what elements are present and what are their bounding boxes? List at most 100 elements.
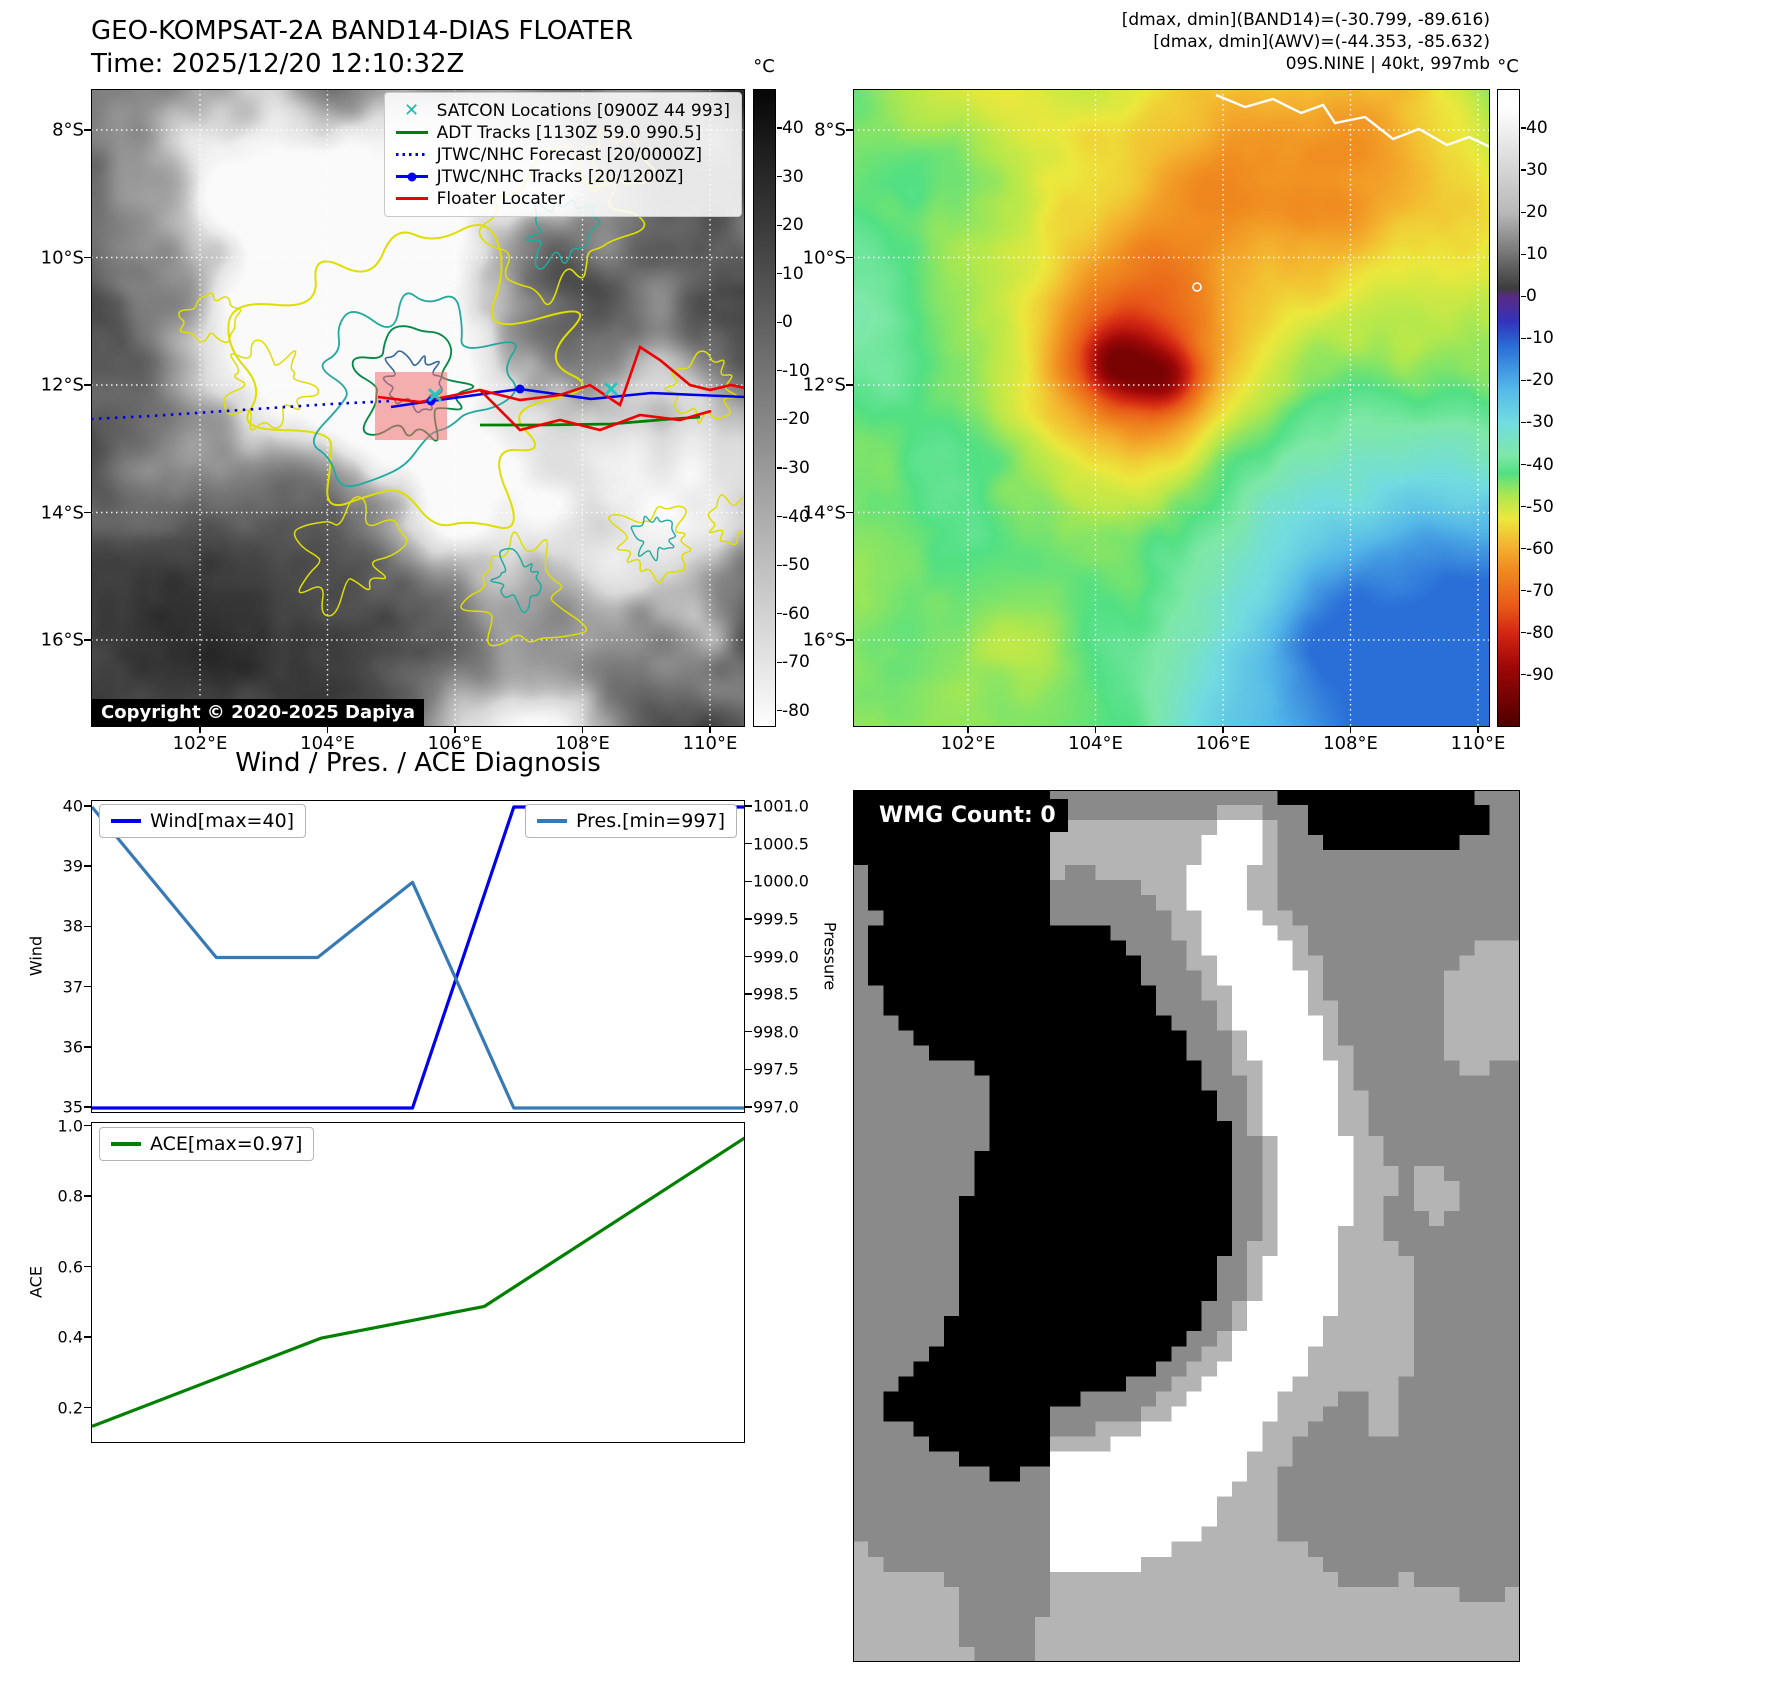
tick-mark xyxy=(84,865,91,867)
tick-label: -90 xyxy=(1526,664,1554,685)
legend-label: Wind[max=40] xyxy=(150,810,295,832)
tick-label: 106°E xyxy=(1195,733,1251,754)
tick-label: 40 xyxy=(782,118,804,138)
tick-label: 12°S xyxy=(802,374,846,396)
band14-title: GEO-KOMPSAT-2A BAND14-DIAS FLOATER xyxy=(91,16,634,46)
tick-mark xyxy=(84,511,91,514)
legend-label: SATCON Locations [0900Z 44 993] xyxy=(436,100,730,121)
tick-mark xyxy=(84,805,91,807)
legend-item-jtwc-forecast: JTWC/NHC Forecast [20/0000Z] xyxy=(395,144,730,165)
legend-label: JTWC/NHC Forecast [20/0000Z] xyxy=(436,144,703,165)
tick-mark xyxy=(84,1046,91,1048)
dmax-band14-readout: [dmax, dmin](BAND14)=(-30.799, -89.616) xyxy=(1121,10,1490,30)
copyright-label: Copyright © 2020-2025 Dapiya xyxy=(92,699,425,726)
tick-label: -80 xyxy=(782,700,810,721)
tick-label: 1000.0 xyxy=(753,871,809,891)
tick-mark xyxy=(1520,127,1526,129)
tick-mark xyxy=(1520,506,1526,508)
diagnosis-title: Wind / Pres. / ACE Diagnosis xyxy=(235,748,601,778)
tick-mark xyxy=(1520,253,1526,255)
tick-mark xyxy=(776,661,782,663)
tick-label: 0.6 xyxy=(57,1257,83,1277)
tick-mark xyxy=(84,985,91,988)
floater-line-icon xyxy=(395,188,428,209)
tick-label: 10°S xyxy=(802,247,846,268)
tick-label: 20 xyxy=(1526,202,1548,223)
tick-mark xyxy=(84,639,91,641)
tick-mark xyxy=(745,1068,752,1071)
tick-mark xyxy=(84,384,91,386)
tick-label: 999.5 xyxy=(753,909,799,929)
tick-mark xyxy=(1520,169,1526,171)
ace-chart xyxy=(91,1122,745,1443)
tick-mark xyxy=(745,1106,752,1108)
tick-label: 108°E xyxy=(1323,733,1378,754)
awv-colorbar xyxy=(1497,89,1520,727)
tick-label: Wind xyxy=(26,935,46,977)
tick-label: -50 xyxy=(1526,496,1554,517)
tick-label: 16°S xyxy=(802,629,846,651)
tick-mark xyxy=(745,880,752,882)
tick-label: 10 xyxy=(782,263,804,284)
storm-intensity-readout: 09S.NINE | 40kt, 997mb xyxy=(1285,54,1490,74)
tick-label: 30 xyxy=(1526,160,1548,181)
tick-label: -30 xyxy=(782,457,810,478)
adt-track-line-icon xyxy=(395,122,428,143)
tick-label: 998.5 xyxy=(753,984,799,1004)
band14-timestamp: Time: 2025/12/20 12:10:32Z xyxy=(91,49,465,79)
tick-label: 14°S xyxy=(40,502,84,523)
tick-mark xyxy=(1094,727,1097,733)
tick-mark xyxy=(846,129,853,131)
tick-mark xyxy=(776,710,782,712)
tick-mark xyxy=(776,321,782,323)
legend-ace: ACE[max=0.97] xyxy=(99,1127,315,1161)
tick-label: -20 xyxy=(1526,370,1554,391)
awv-colorbar-unit: °C xyxy=(1497,56,1519,77)
wmg-image xyxy=(853,790,1520,1662)
tick-mark xyxy=(1520,211,1526,213)
tick-mark xyxy=(1222,727,1224,733)
tick-label: -60 xyxy=(782,603,810,624)
legend-item-satcon: ✕ SATCON Locations [0900Z 44 993] xyxy=(396,100,730,121)
tick-label: -10 xyxy=(1526,328,1554,349)
tick-mark xyxy=(1520,463,1526,466)
tick-mark xyxy=(745,993,752,995)
tick-label: 102°E xyxy=(940,733,996,754)
legend-pressure: Pres.[min=997] xyxy=(525,804,737,838)
tick-label: 8°S xyxy=(814,119,846,141)
legend-item-jtwc-tracks: JTWC/NHC Tracks [20/1200Z] xyxy=(395,166,730,187)
tick-mark xyxy=(776,418,782,420)
tick-mark xyxy=(776,127,782,129)
tick-label: 997.5 xyxy=(753,1059,799,1079)
tick-label: -20 xyxy=(782,409,810,430)
awv-satellite-image xyxy=(853,89,1490,727)
tick-mark xyxy=(709,727,711,733)
tick-mark xyxy=(84,1265,91,1268)
dmax-awv-readout: [dmax, dmin](AWV)=(-44.353, -85.632) xyxy=(1153,32,1490,52)
tick-label: 0.8 xyxy=(57,1186,83,1206)
tick-label: 997.0 xyxy=(753,1097,799,1117)
tick-label: 10°S xyxy=(40,247,84,268)
tick-mark xyxy=(1520,379,1526,381)
tick-label: 999.0 xyxy=(753,947,799,966)
tick-mark xyxy=(745,955,752,958)
tick-label: 0.2 xyxy=(57,1398,83,1418)
tick-label: 16°S xyxy=(40,629,84,651)
jtwc-track-line-icon xyxy=(395,166,428,187)
tick-label: 0 xyxy=(1526,286,1537,307)
tick-mark xyxy=(1520,295,1526,297)
tick-label: 106°E xyxy=(427,733,483,754)
tick-mark xyxy=(846,384,853,386)
tick-label: 1000.5 xyxy=(753,834,809,854)
map-legend: ✕ SATCON Locations [0900Z 44 993] ADT Tr… xyxy=(383,92,742,217)
tick-mark xyxy=(84,1195,91,1197)
tick-mark xyxy=(745,1030,752,1033)
tick-label: 1001.0 xyxy=(753,796,809,816)
tick-label: 10 xyxy=(1526,244,1548,265)
legend-item-adt-tracks: ADT Tracks [1130Z 59.0 990.5] xyxy=(395,122,730,143)
legend-label: JTWC/NHC Tracks [20/1200Z] xyxy=(436,166,684,187)
tick-mark xyxy=(776,370,782,372)
tick-mark xyxy=(846,256,853,259)
tick-label: -60 xyxy=(1526,538,1554,559)
legend-wind: Wind[max=40] xyxy=(99,804,307,838)
